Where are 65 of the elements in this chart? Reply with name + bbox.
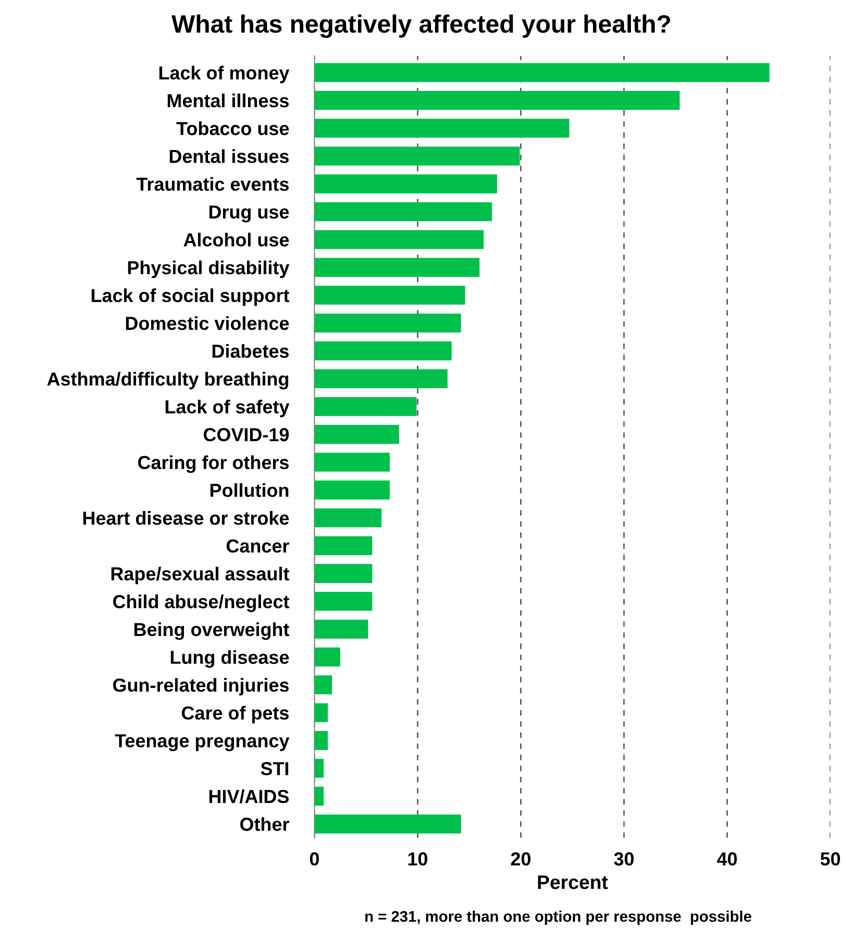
y-tick-label: Diabetes [212,344,289,358]
bar [314,648,340,666]
y-tick-label: Lack of money [159,66,290,84]
y-tick-label: Lung disease [170,650,289,668]
bar [314,90,680,110]
y-tick-label: Other [240,817,290,831]
y-tick-label: COVID-19 [204,428,289,442]
bar [314,452,390,472]
y-tick-label: Rape/sexual assault [111,566,290,584]
bar [314,731,328,750]
x-axis-title: Percent [538,876,608,890]
x-tick-label: 40 [717,852,737,866]
y-tick-label: Caring for others [138,455,289,473]
y-tick-label: Mental illness [168,94,289,108]
bar [314,480,390,500]
y-tick-label: Heart disease or stroke [83,511,289,525]
bar [314,758,324,778]
bar [314,314,461,332]
bar [314,146,520,166]
y-tick-label: Tobacco use [176,121,289,136]
bar [314,341,452,360]
bar [314,118,570,138]
bar [314,564,372,583]
bar [314,63,770,82]
bar [314,592,372,611]
y-tick-label: Drug use [209,206,289,222]
chart-title: What has negatively affected your health? [171,14,670,38]
bar [314,675,332,694]
bar [314,620,368,639]
text: n = 231, more than one option per response possible [365,910,752,925]
x-tick-label: 50 [820,852,840,866]
y-tick-label: Lack of social support [92,288,290,306]
y-tick-label: STI [260,762,288,776]
bar [314,786,324,806]
y-tick-label: Teenage pregnancy [114,734,290,752]
y-tick-label: Domestic violence [126,316,289,330]
y-tick-label: Alcohol use [184,232,289,247]
y-tick-label: Lack of safety [166,400,290,418]
bar [314,814,461,834]
bar [314,369,448,388]
y-tick-label: Being overweight [134,622,290,640]
y-tick-label: Pollution [210,483,288,497]
bar [314,424,400,444]
bar [314,536,372,556]
bar [314,258,480,277]
y-tick-label: HIV/AIDS [209,789,289,804]
x-tick-label: 10 [408,852,428,866]
bar [314,397,417,416]
y-tick-label: Child abuse/neglect [113,594,290,612]
x-tick-label: 20 [511,852,530,866]
y-tick-label: Cancer [226,539,290,553]
bar [314,174,498,194]
bar [314,202,492,222]
x-tick-label: 30 [614,852,634,866]
y-tick-label: Gun-related injuries [113,678,289,696]
bar [314,286,466,305]
y-tick-label: Care of pets [182,706,289,724]
x-tick-label: 0 [310,852,319,866]
bar [314,508,382,528]
bar [314,703,328,722]
y-tick-label: Traumatic events [136,177,289,191]
y-tick-label: Dental issues [170,149,289,164]
y-tick-label: Physical disability [128,260,290,278]
y-tick-label: Asthma/difficulty breathing [47,372,288,390]
bar [314,230,484,250]
